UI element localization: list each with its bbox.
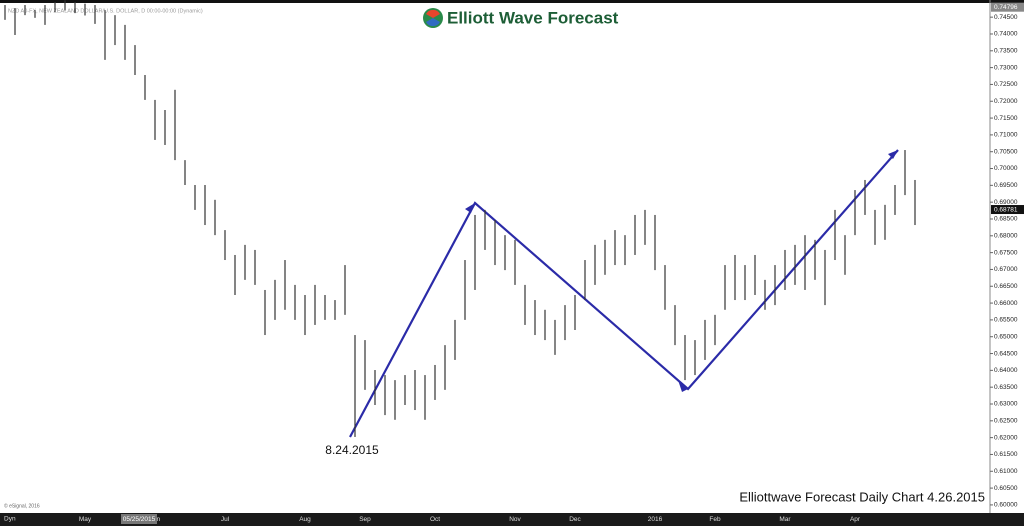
y-tick-label: 0.69500 [994, 182, 1018, 189]
x-tick-label: Jul [221, 516, 230, 523]
y-tick-label: 0.62000 [994, 434, 1018, 441]
date-annotation: 8.24.2015 [325, 443, 379, 457]
arrow-head [678, 380, 688, 392]
plot [4, 0, 916, 437]
y-tick-label: 0.70000 [994, 165, 1018, 172]
x-tick-label: Sep [359, 516, 371, 523]
y-tick-label: 0.67500 [994, 249, 1018, 256]
copyright: © eSignal, 2016 [4, 502, 40, 509]
y-tick-label: 0.69000 [994, 199, 1018, 206]
x-tick-label: Nov [509, 516, 521, 523]
y-tick-label: 0.65000 [994, 333, 1018, 340]
y-tick-label: 0.72500 [994, 81, 1018, 88]
price-marker-box [991, 2, 1024, 12]
time-axis-bar [0, 513, 1024, 526]
arrow-head [888, 150, 898, 159]
y-tick-label: 0.71500 [994, 115, 1018, 122]
y-tick-label: 0.70500 [994, 148, 1018, 155]
y-tick-label: 0.74000 [994, 31, 1018, 38]
y-tick-label: 0.71000 [994, 132, 1018, 139]
logo-text: Elliott Wave Forecast [447, 8, 619, 27]
y-tick-label: 0.74500 [994, 14, 1018, 21]
x-tick-label: 2016 [648, 516, 663, 523]
y-tick-label: 0.67000 [994, 266, 1018, 273]
corner-label: Dyn [4, 516, 16, 523]
y-tick-label: 0.65500 [994, 317, 1018, 324]
y-tick-label: 0.73000 [994, 64, 1018, 71]
price-marker-label: 0.68781 [994, 206, 1018, 213]
cursor-date: 05/25/2015 [123, 516, 156, 523]
price-marker-label: 0.74796 [994, 4, 1018, 11]
x-tick-label: Oct [430, 516, 440, 523]
x-tick-label: Apr [850, 516, 861, 523]
y-tick-label: 0.60500 [994, 485, 1018, 492]
cursor-date-box [121, 514, 157, 524]
y-tick-label: 0.68500 [994, 216, 1018, 223]
y-tick-label: 0.66500 [994, 283, 1018, 290]
logo-icon-part [426, 9, 440, 18]
top-border [0, 0, 1024, 3]
wave-path [349, 149, 899, 438]
y-tick-label: 0.64000 [994, 367, 1018, 374]
x-tick-label: Aug [299, 516, 311, 523]
arrow-head [465, 203, 475, 213]
y-tick-label: 0.66000 [994, 300, 1018, 307]
logo-icon-part [426, 18, 440, 27]
x-tick-label: May [79, 516, 92, 523]
y-tick-label: 0.72000 [994, 98, 1018, 105]
x-tick-label: Dec [569, 516, 581, 523]
y-tick-label: 0.62500 [994, 418, 1018, 425]
y-tick-label: 0.63000 [994, 401, 1018, 408]
y-tick-label: 0.73500 [994, 48, 1018, 55]
y-tick-label: 0.60000 [994, 502, 1018, 509]
logo: Elliott Wave Forecast [423, 8, 619, 28]
y-tick-label: 0.61000 [994, 468, 1018, 475]
x-tick-label: Feb [709, 516, 721, 523]
y-tick-label: 0.64500 [994, 350, 1018, 357]
y-tick-label: 0.68000 [994, 233, 1018, 240]
x-tick-label: Mar [779, 516, 791, 523]
price-marker-box [991, 205, 1024, 215]
footer-text: Elliottwave Forecast Daily Chart 4.26.20… [739, 489, 985, 504]
y-tick-label: 0.63500 [994, 384, 1018, 391]
y-tick-label: 0.61500 [994, 451, 1018, 458]
